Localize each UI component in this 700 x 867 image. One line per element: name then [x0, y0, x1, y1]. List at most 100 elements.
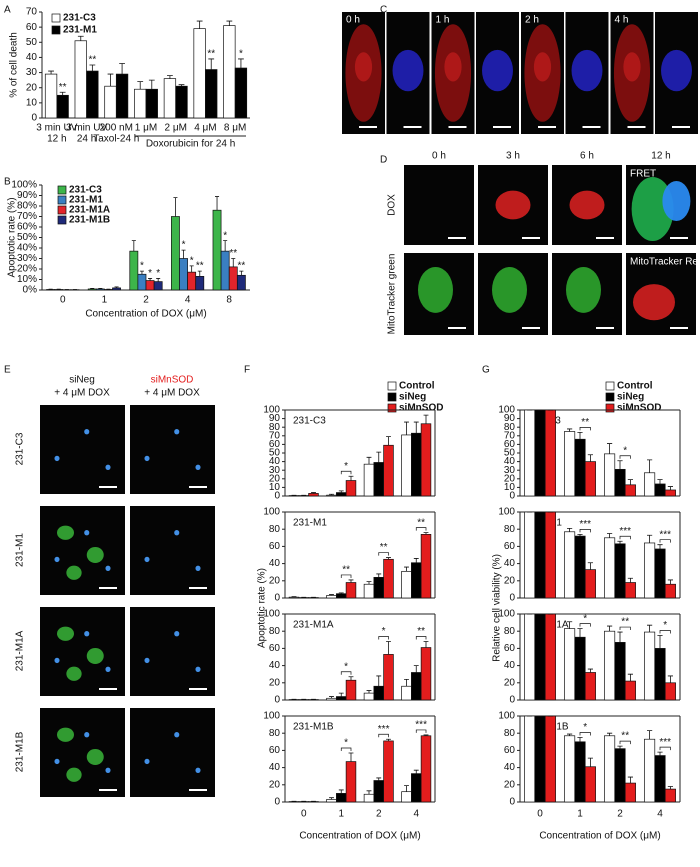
- significance-label: *: [140, 261, 144, 272]
- error-bar: [215, 196, 220, 211]
- error-bar: [647, 534, 653, 543]
- bar: [383, 654, 394, 701]
- significance-label: *: [223, 230, 227, 241]
- error-bar: [197, 270, 202, 277]
- bracket: [340, 671, 352, 675]
- y-tick-label: 80: [269, 626, 281, 637]
- error-bar: [348, 579, 354, 583]
- bar: [524, 511, 536, 599]
- bracket: [378, 733, 389, 738]
- cell: [84, 732, 90, 738]
- error-bar: [311, 492, 316, 494]
- bar: [87, 288, 97, 291]
- error-bar: [329, 594, 334, 596]
- error-bar: [196, 20, 203, 29]
- y-tick-label: 70: [504, 430, 516, 441]
- y-tick-label: 80%: [17, 201, 37, 212]
- subplot-title: 231-C3: [293, 416, 326, 427]
- panel-letter: F: [244, 365, 250, 376]
- error-bar: [338, 490, 344, 493]
- error-bar: [208, 58, 215, 70]
- y-tick-label: 90: [269, 413, 281, 424]
- row-label: 231-M1: [15, 533, 26, 567]
- y-tick-label: 40%: [17, 243, 37, 254]
- significance-label: ***: [579, 519, 591, 530]
- x-tick-label: 0: [301, 809, 307, 820]
- error-bar: [404, 566, 409, 572]
- bar: [654, 648, 666, 701]
- bar: [345, 480, 357, 497]
- bracket: [619, 626, 631, 631]
- bracket: [415, 729, 427, 733]
- bracket: [579, 529, 591, 533]
- legend-label: siMnSOD: [617, 403, 661, 414]
- error-bar: [77, 35, 84, 41]
- bar: [624, 782, 636, 803]
- y-axis-label: Apoptotic rate (%): [7, 197, 18, 277]
- group-label: Doxorubicin for 24 h: [146, 139, 236, 150]
- cell: [54, 758, 60, 765]
- y-tick-label: 0: [274, 797, 280, 808]
- cell: [354, 52, 373, 82]
- row-label: DOX: [387, 194, 398, 216]
- y-tick-label: 0: [274, 593, 280, 604]
- bar: [401, 434, 412, 497]
- bracket: [619, 740, 631, 745]
- bar: [604, 735, 616, 803]
- cell: [84, 429, 90, 435]
- error-bar: [423, 532, 429, 535]
- error-bar: [386, 557, 391, 560]
- cell: [105, 767, 111, 773]
- bar: [624, 484, 636, 497]
- y-tick-label: 0: [274, 491, 280, 502]
- panel-letter: A: [4, 5, 11, 16]
- error-bar: [657, 544, 663, 549]
- bar: [574, 636, 586, 701]
- bar: [129, 250, 139, 291]
- bar: [373, 462, 384, 497]
- error-bar: [386, 738, 391, 741]
- x-tick-label: 3 min UV: [36, 123, 77, 134]
- error-bar: [137, 81, 144, 90]
- y-tick-label: 100: [498, 609, 515, 620]
- y-tick-label: 20%: [17, 264, 37, 275]
- time-label: 0 h: [346, 15, 360, 26]
- cell: [444, 52, 462, 82]
- cell: [84, 530, 90, 536]
- time-label: 4 h: [615, 15, 629, 26]
- legend-swatch: [57, 185, 67, 195]
- bar: [345, 679, 357, 701]
- x-axis-label: Concentration of DOX (μM): [299, 831, 420, 842]
- bar: [383, 740, 394, 803]
- bar: [86, 70, 99, 119]
- y-tick-label: 0: [31, 113, 37, 124]
- bar: [614, 642, 626, 701]
- y-tick-label: 0: [509, 695, 515, 706]
- x-tick-label: 2: [376, 809, 382, 820]
- error-bar: [131, 240, 136, 252]
- cell: [105, 565, 111, 571]
- panel-letter: C: [380, 5, 387, 16]
- bar: [411, 562, 422, 599]
- cell: [174, 732, 180, 738]
- bar: [664, 788, 676, 803]
- error-bar: [338, 789, 344, 794]
- significance-label: **: [417, 517, 425, 528]
- bracket: [579, 427, 591, 431]
- bar: [383, 444, 394, 497]
- cell: [492, 266, 527, 313]
- y-tick-label: 0: [509, 491, 515, 502]
- y-tick-label: 60: [504, 439, 516, 450]
- significance-label: *: [583, 613, 587, 624]
- error-bar: [173, 197, 178, 217]
- x-tick-label: 12 h: [47, 134, 66, 145]
- error-bar: [114, 286, 119, 288]
- error-bar: [338, 592, 344, 594]
- y-tick-label: 60%: [17, 222, 37, 233]
- y-tick-label: 10: [26, 97, 38, 108]
- cell: [533, 52, 552, 82]
- bar: [614, 543, 626, 599]
- cell: [144, 556, 150, 563]
- bar: [411, 773, 422, 803]
- bar: [193, 28, 206, 119]
